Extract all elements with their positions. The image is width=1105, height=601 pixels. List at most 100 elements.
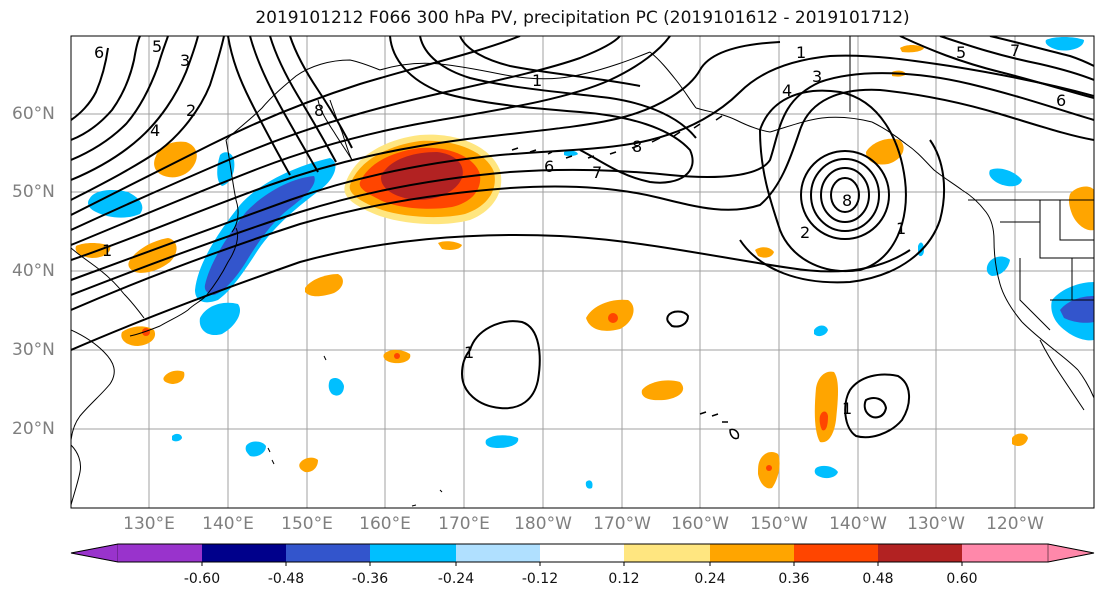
contour-label: 1 [102,241,112,260]
contour-label: 5 [956,43,966,62]
colorbar-outline [70,543,1095,563]
precip-anomaly-region [75,243,111,258]
contour-label: 2 [800,223,810,242]
precip-anomaly-region [819,411,828,431]
pv-contour [71,41,781,261]
contour-label: 8 [314,101,324,120]
lon-label-140w: 140°W [829,514,887,534]
pv-contour [939,36,1094,81]
pv-contour [666,310,690,328]
pv-contour [899,36,1094,99]
pv-contour [800,150,890,240]
pv-contour [289,36,353,149]
contour-label: 2 [186,101,196,120]
pv-contour [71,54,1094,281]
pv-contour [71,36,169,161]
precip-anomaly-region [989,168,1022,187]
pv-contour [71,47,109,121]
precip-anomaly-region [217,152,235,186]
precip-anomaly-region [485,435,519,448]
precip-anomaly-region [814,325,828,337]
pv-contour [389,36,694,184]
colorbar-tick-label: -0.36 [351,571,389,587]
pv-contours [71,36,1094,439]
pv-contour [71,36,199,181]
lat-label-60n: 60°N [12,104,55,124]
lon-label-130w: 130°W [907,514,965,534]
pv-contour [460,320,541,410]
colorbar-segment [202,544,286,562]
pv-contour [459,36,641,87]
contour-label: 3 [812,67,822,86]
lat-label-30n: 30°N [12,340,55,360]
colorbar-tick-label: 0.36 [778,571,810,587]
precip-anomaly-region [585,480,593,489]
colorbar-tick-label: 0.12 [608,571,640,587]
contour-label: 6 [94,43,104,62]
lon-label-160w: 160°W [671,514,729,534]
precip-anomaly-region [1045,37,1084,51]
precip-anomaly-region [641,380,684,401]
pv-contour [739,139,946,284]
precip-anomaly-region [394,353,400,359]
precip-anomaly-region [199,302,241,336]
lon-label-170e: 170°E [438,514,490,534]
pv-contour [227,36,291,176]
colorbar-tick-label: -0.12 [521,571,559,587]
contour-label: 7 [592,163,602,182]
colorbar-segment [710,544,794,562]
precip-anomaly-region [381,152,463,200]
colorbar-segment [370,544,456,562]
precip-anomaly-region [986,256,1010,276]
precip-anomaly-region [204,176,315,295]
pv-contour [71,72,1094,296]
lat-label-20n: 20°N [12,419,55,439]
precip-anomaly-region [88,190,143,218]
lon-label-130e: 130°E [123,514,175,534]
contour-label: 8 [632,137,642,156]
precip-anomaly-region [142,328,150,336]
contour-label: 5 [152,37,162,56]
colorbar-segment [878,544,962,562]
precip-anomaly-region [163,370,185,384]
lon-label-150e: 150°E [281,514,333,534]
contour-label: 1 [464,343,474,362]
pv-contour [269,36,337,163]
pv-contour [844,373,910,439]
colorbar-tick-label: 0.24 [694,571,726,587]
colorbar-tick-label: -0.48 [267,571,305,587]
map-frame [70,35,1095,509]
pv-contour [71,36,621,231]
precip-anomaly-region [900,45,924,53]
colorbar-segment [456,544,540,562]
precip-anomaly-region [172,433,182,442]
colorbar-segment [70,543,119,563]
precip-anomaly-region [245,441,266,457]
contour-label: 1 [842,399,852,418]
precip-anomaly-region [1012,433,1028,446]
contour-label: 7 [1010,41,1020,60]
lon-label-170w: 170°W [593,514,651,534]
pv-contour [830,177,860,213]
contour-label: 6 [1056,91,1066,110]
pv-contour [419,36,697,139]
pv-contour [71,36,141,141]
contour-label: 6 [544,157,554,176]
pv-contour [810,158,880,232]
pv-contour [249,36,319,173]
lat-label-40n: 40°N [12,261,55,281]
precip-anomaly-region [564,150,578,157]
lon-label-140e: 140°E [202,514,254,534]
precip-anomaly-region [755,247,774,258]
colorbar-tick-label: -0.60 [183,571,221,587]
pv-contour [863,397,888,419]
precip-anomaly-region [866,138,904,165]
colorbar-segment [118,544,202,562]
pv-contour [71,234,911,351]
contour-label: 8 [842,191,852,210]
lat-label-50n: 50°N [12,182,55,202]
colorbar-segment [286,544,370,562]
precip-anomaly-region [305,274,343,297]
colorbar-segment [624,544,710,562]
